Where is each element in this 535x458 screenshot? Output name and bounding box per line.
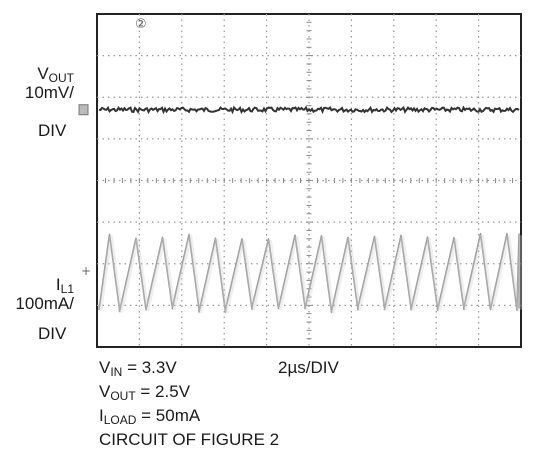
il1-scale: 100mA/ bbox=[15, 294, 74, 313]
condition-vout: VOUT = 2.5V bbox=[99, 382, 191, 403]
vout-channel-label: VOUT 10mV/ bbox=[8, 64, 74, 102]
il1-name: IL1 bbox=[55, 275, 74, 296]
condition-vin: VIN = 3.3V bbox=[99, 358, 177, 379]
il1-ground-marker: + bbox=[81, 264, 91, 278]
timebase-label: 2µs/DIV bbox=[278, 358, 339, 377]
il1-trace bbox=[98, 232, 520, 314]
il1-channel-label: IL1 100mA/ bbox=[4, 275, 74, 313]
il1-trace-glow bbox=[98, 234, 523, 314]
traces: + bbox=[78, 104, 523, 314]
grid bbox=[96, 13, 522, 348]
channel-marker: ② bbox=[135, 17, 147, 32]
vout-scale-unit: DIV bbox=[38, 121, 67, 140]
condition-iload: ILOAD = 50mA bbox=[99, 406, 201, 427]
condition-circuit: CIRCUIT OF FIGURE 2 bbox=[99, 430, 280, 449]
vout-name: VOUT bbox=[37, 64, 74, 85]
vout-ground-marker bbox=[78, 104, 89, 116]
vout-scale: 10mV/ bbox=[24, 83, 74, 102]
vout-trace bbox=[98, 105, 520, 115]
il1-scale-unit: DIV bbox=[38, 324, 67, 343]
